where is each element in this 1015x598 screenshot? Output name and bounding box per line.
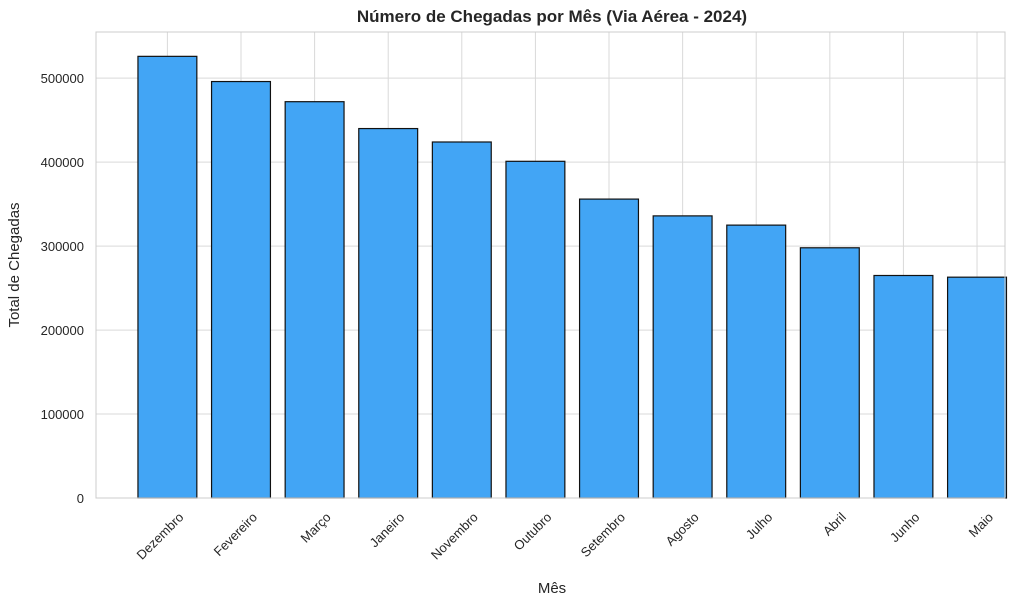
bar-dezembro <box>137 55 198 499</box>
x-tick-label: Junho <box>887 510 923 546</box>
bar-novembro <box>431 141 492 499</box>
bar-agosto <box>652 215 713 499</box>
chart-title: Número de Chegadas por Mês (Via Aérea - … <box>357 7 747 26</box>
x-tick-label: Julho <box>743 510 776 543</box>
bar-fevereiro <box>210 80 272 499</box>
x-tick-label: Maio <box>966 510 997 541</box>
x-tick-label: Setembro <box>578 510 628 560</box>
x-tick-label: Agosto <box>663 510 702 549</box>
x-tick-label: Março <box>298 510 334 546</box>
x-axis-label: Mês <box>538 580 566 597</box>
bars-layer <box>137 55 1008 499</box>
plot-frame <box>95 31 1006 499</box>
bar-julho <box>726 224 787 499</box>
bar-outubro <box>505 160 566 499</box>
bar-mar-o <box>284 101 345 499</box>
x-tick-label: Outubro <box>511 510 555 554</box>
y-tick-label: 0 <box>77 491 84 506</box>
y-tick-label: 500000 <box>41 71 84 86</box>
x-tick-label: Janeiro <box>367 510 408 551</box>
y-tick-label: 100000 <box>41 407 84 422</box>
y-axis-label: Total de Chegadas <box>6 202 23 327</box>
bar-janeiro <box>358 127 419 499</box>
bar-abril <box>799 247 860 499</box>
x-tick-label: Fevereiro <box>211 510 260 559</box>
y-tick-label: 200000 <box>41 323 84 338</box>
x-tick-labels: Dezembro Fevereiro Março Janeiro Novembro Out… <box>134 509 997 562</box>
bar-junho <box>873 274 934 499</box>
y-tick-label: 400000 <box>41 155 84 170</box>
y-tick-labels: 0 100000 200000 300000 400000 500000 <box>41 71 84 506</box>
bar-setembro <box>578 198 640 499</box>
x-tick-label: Abril <box>820 509 849 538</box>
x-tick-label: Dezembro <box>134 510 187 563</box>
bar-maio <box>946 276 1008 499</box>
y-tick-label: 300000 <box>41 239 84 254</box>
x-tick-label: Novembro <box>428 510 481 563</box>
